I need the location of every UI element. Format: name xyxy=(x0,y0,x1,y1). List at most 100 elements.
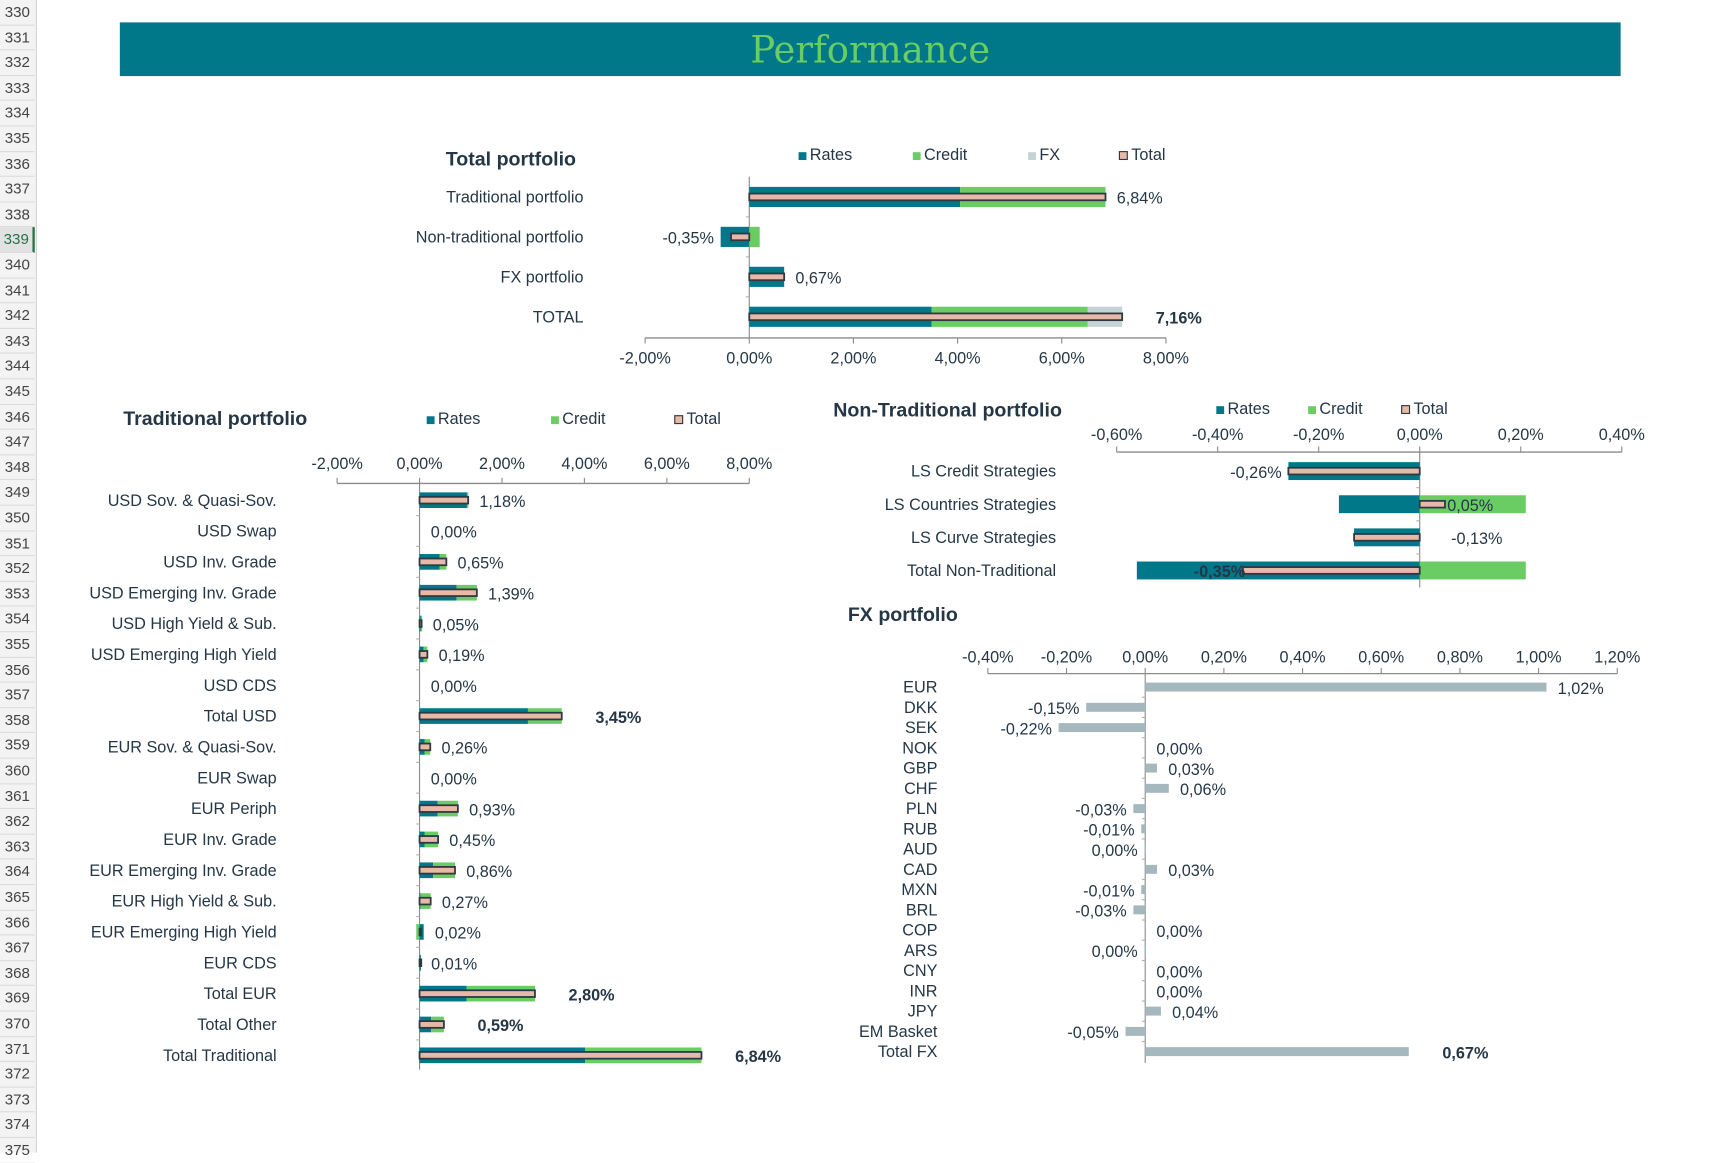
bar-total-marker xyxy=(418,989,536,998)
row-number[interactable]: 335 xyxy=(0,126,35,152)
legend-label: Total xyxy=(1131,146,1166,165)
category-label: Total USD xyxy=(204,708,277,726)
bar-fx xyxy=(1058,723,1146,733)
row-number[interactable]: 359 xyxy=(0,733,35,759)
value-label: 0,00% xyxy=(1156,923,1202,941)
x-tick-label: 4,00% xyxy=(561,455,607,473)
row-number[interactable]: 354 xyxy=(0,607,35,633)
bar-credit xyxy=(416,924,420,940)
row-number[interactable]: 353 xyxy=(0,582,35,607)
row-number[interactable]: 339 xyxy=(0,227,35,253)
chart-title-fx-portfolio: FX portfolio xyxy=(847,603,958,626)
row-number[interactable]: 361 xyxy=(0,784,35,810)
value-label: -0,03% xyxy=(1075,801,1126,819)
category-label: RUB xyxy=(903,820,937,838)
row-number[interactable]: 356 xyxy=(0,658,35,683)
row-number[interactable]: 355 xyxy=(0,632,35,658)
row-number[interactable]: 369 xyxy=(0,986,35,1012)
row-number[interactable]: 333 xyxy=(0,76,35,102)
category-label: ARS xyxy=(904,942,938,960)
row-number[interactable]: 331 xyxy=(0,25,35,51)
category-label: EUR Swap xyxy=(197,769,276,787)
x-tick-label: 8,00% xyxy=(726,455,772,473)
row-number[interactable]: 371 xyxy=(0,1037,35,1063)
row-number[interactable]: 374 xyxy=(0,1113,35,1139)
value-label: 0,86% xyxy=(466,863,512,881)
legend-swatch-total xyxy=(1401,405,1411,415)
category-label: Total Non-Traditional xyxy=(907,562,1056,580)
row-number[interactable]: 372 xyxy=(0,1062,35,1088)
row-number[interactable]: 341 xyxy=(0,278,35,304)
bar-total-marker xyxy=(1287,466,1421,476)
category-label: EUR Emerging Inv. Grade xyxy=(89,862,276,880)
bar-fx xyxy=(1086,702,1146,712)
row-number[interactable]: 345 xyxy=(0,379,35,405)
category-label: BRL xyxy=(906,901,938,919)
row-number[interactable]: 349 xyxy=(0,480,35,506)
row-number[interactable]: 330 xyxy=(0,0,35,26)
row-number[interactable]: 347 xyxy=(0,430,35,456)
bar-credit xyxy=(1419,561,1526,580)
legend-swatch-credit xyxy=(912,151,921,160)
value-label: -0,22% xyxy=(1001,720,1052,738)
value-label: -0,05% xyxy=(1067,1024,1118,1042)
row-number[interactable]: 366 xyxy=(0,910,35,936)
bar-total-marker xyxy=(1353,533,1421,542)
category-label: USD CDS xyxy=(204,677,277,695)
row-number[interactable]: 362 xyxy=(0,809,35,835)
bar-fx xyxy=(1145,783,1169,793)
row-number[interactable]: 332 xyxy=(0,51,35,76)
row-number[interactable]: 348 xyxy=(0,455,35,481)
category-label: AUD xyxy=(903,841,937,859)
row-number[interactable]: 370 xyxy=(0,1012,35,1037)
value-label: 7,16% xyxy=(1156,310,1202,328)
category-label: EUR High Yield & Sub. xyxy=(112,893,277,911)
category-label: EUR Emerging High Yield xyxy=(91,924,277,942)
row-number[interactable]: 360 xyxy=(0,759,35,784)
legend-label: FX xyxy=(1039,146,1061,165)
value-label: 6,84% xyxy=(1117,190,1163,208)
x-tick-label: 0,00% xyxy=(1122,648,1168,666)
bar-fx xyxy=(1141,824,1146,834)
row-number[interactable]: 336 xyxy=(0,152,35,178)
bar-credit xyxy=(749,226,760,247)
row-number[interactable]: 352 xyxy=(0,556,35,582)
legend-label: Rates xyxy=(809,146,853,165)
category-label: LS Curve Strategies xyxy=(911,529,1056,547)
row-number[interactable]: 351 xyxy=(0,531,35,557)
row-number[interactable]: 363 xyxy=(0,835,35,860)
x-tick-label: 0,20% xyxy=(1498,426,1544,444)
x-tick-label: 0,00% xyxy=(1397,426,1443,444)
bar-total-marker xyxy=(418,1051,703,1060)
legend-swatch-credit xyxy=(551,415,559,424)
category-label: EM Basket xyxy=(859,1023,938,1041)
row-number[interactable]: 350 xyxy=(0,506,35,532)
legend-item-fx: FX xyxy=(1028,146,1061,165)
row-number[interactable]: 365 xyxy=(0,885,35,911)
bar-fx xyxy=(1145,682,1547,692)
row-number[interactable]: 344 xyxy=(0,354,35,380)
row-number[interactable]: 367 xyxy=(0,936,35,961)
value-label: 0,03% xyxy=(1168,862,1214,880)
row-number[interactable]: 368 xyxy=(0,961,35,987)
bar-fx xyxy=(1133,905,1146,915)
x-tick-label: 4,00% xyxy=(935,350,981,368)
row-number[interactable]: 373 xyxy=(0,1087,35,1113)
row-number[interactable]: 346 xyxy=(0,405,35,430)
row-number[interactable]: 358 xyxy=(0,708,35,734)
bar-credit xyxy=(1419,495,1526,514)
category-label: Traditional portfolio xyxy=(446,189,583,207)
value-label: 0,00% xyxy=(1092,842,1138,860)
row-number[interactable]: 338 xyxy=(0,202,35,228)
row-number[interactable]: 340 xyxy=(0,253,35,279)
row-number[interactable]: 334 xyxy=(0,101,35,127)
row-number[interactable]: 342 xyxy=(0,303,35,329)
category-label: Non-traditional portfolio xyxy=(416,228,584,246)
row-number[interactable]: 343 xyxy=(0,329,35,355)
chart-title-total-portfolio: Total portfolio xyxy=(445,147,577,171)
row-number[interactable]: 364 xyxy=(0,860,35,886)
row-number[interactable]: 357 xyxy=(0,683,35,709)
row-number[interactable]: 337 xyxy=(0,177,35,203)
row-header-column[interactable]: 330 331 332 333 334 335 336 337 338 339 340 341 342 3… xyxy=(0,0,37,1163)
